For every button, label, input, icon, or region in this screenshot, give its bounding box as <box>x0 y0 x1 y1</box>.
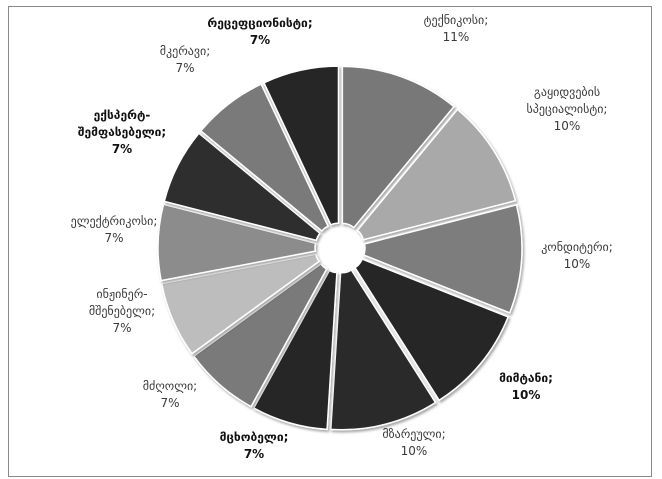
pie-slice <box>199 83 330 233</box>
pie-labels: ტექნიკოსი; 11%გაყიდვების სპეციალისტი; 10%კო… <box>71 13 613 461</box>
slice-label: ინჟინერ-მშენებელი; 7% <box>89 287 155 335</box>
slice-label-line: მკერავი; <box>160 44 211 58</box>
slice-label-line: 7% <box>244 447 264 461</box>
slice-label-line: მზარეული; <box>382 427 445 441</box>
slice-label: მიმტანი; 10% <box>499 371 553 402</box>
slice-label-line: 7% <box>160 396 179 410</box>
slice-label-line: მძღოლი; <box>143 379 197 393</box>
pie-slice <box>157 203 317 282</box>
slice-label-line: ელექტრიკოსი; <box>71 214 158 228</box>
slice-label-line: მშენებელი; <box>89 304 155 318</box>
slice-label-line: 7% <box>175 61 194 75</box>
pie-slice <box>192 262 328 408</box>
slice-label-line: რეცეფციონისტი; <box>207 16 312 30</box>
slice-label: კონდიტერი; 10% <box>541 240 613 271</box>
slice-label-line: ტექნიკოსი; <box>424 13 489 27</box>
slice-label-line: შემფასებელი; <box>78 125 166 139</box>
slice-label-line: მცხობელი; <box>220 430 289 444</box>
slice-label-line: 10% <box>554 119 581 133</box>
slice-label-line: ინჟინერ- <box>96 287 147 301</box>
slice-label: ელექტრიკოსი; 7% <box>71 214 158 245</box>
pie-slices <box>157 65 523 431</box>
slice-label-line: 11% <box>443 30 470 44</box>
slice-label-line: ექსპერტ- <box>94 108 151 122</box>
pie-slice <box>262 65 340 226</box>
pie-slice <box>160 253 321 355</box>
slice-label: გაყიდვების სპეციალისტი; 10% <box>527 85 608 133</box>
slice-label-line: 10% <box>401 444 428 458</box>
slice-label: მზარეული; 10% <box>382 427 445 458</box>
pie-slice <box>341 65 455 229</box>
pie-slice <box>163 132 321 242</box>
slice-label-line: 7% <box>112 142 132 156</box>
pie-slice <box>354 258 510 402</box>
pie-slice <box>329 268 437 431</box>
slice-label-line: კონდიტერი; <box>541 240 613 254</box>
slice-label-line: 7% <box>112 321 131 335</box>
slice-label: რეცეფციონისტი; 7% <box>207 16 312 47</box>
slice-label: მძღოლი; 7% <box>143 379 197 410</box>
slice-label-line: 7% <box>250 33 270 47</box>
slice-label: მკერავი; 7% <box>160 44 211 75</box>
slice-label-line: მიმტანი; <box>499 371 553 385</box>
slice-label: მცხობელი; 7% <box>220 430 289 461</box>
pie-slice <box>362 204 523 314</box>
slice-label-line: 10% <box>512 388 541 402</box>
slice-label-line: 10% <box>564 257 591 271</box>
slice-label-line: გაყიდვების <box>534 85 600 99</box>
slice-label-line: 7% <box>104 231 123 245</box>
pie-slice <box>252 269 338 431</box>
slice-label: ექსპერტ-შემფასებელი; 7% <box>78 108 166 156</box>
slice-label-line: სპეციალისტი; <box>527 102 608 116</box>
slice-label: ტექნიკოსი; 11% <box>424 13 489 44</box>
pie-slice <box>356 108 517 241</box>
